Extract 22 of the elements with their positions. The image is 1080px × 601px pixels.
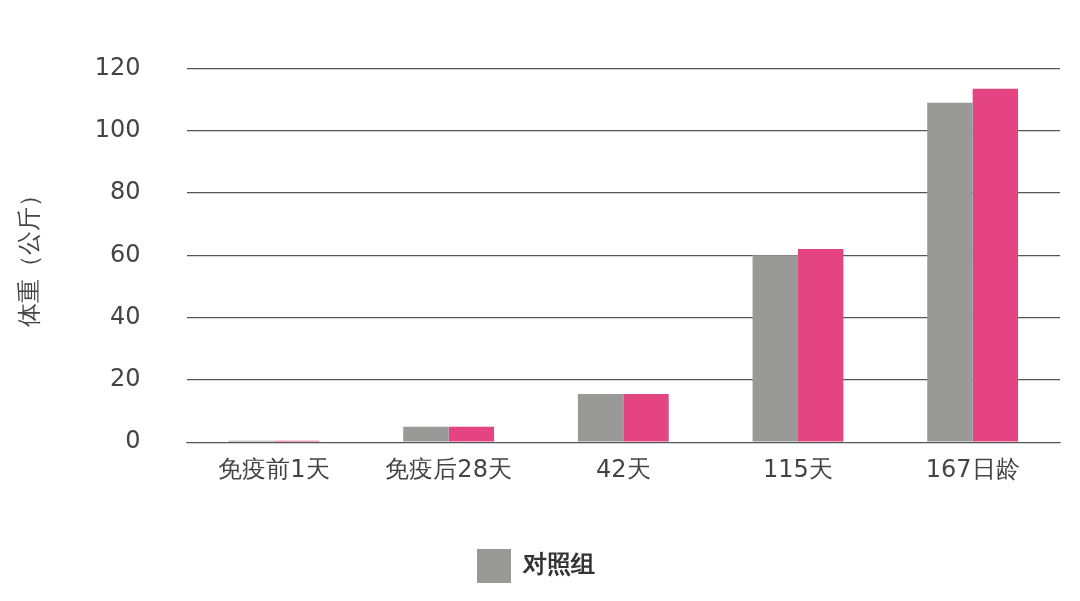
x-tick-label: 115天 bbox=[763, 454, 833, 483]
bar bbox=[797, 249, 844, 442]
legend-label: 对照组 bbox=[522, 550, 595, 579]
y-tick-label: 60 bbox=[110, 239, 141, 268]
bar bbox=[752, 255, 798, 442]
y-axis-title: 体重（公斤） bbox=[14, 183, 43, 328]
bar bbox=[448, 426, 495, 442]
bar bbox=[623, 393, 669, 442]
y-tick-label: 40 bbox=[110, 301, 141, 330]
y-tick-label: 80 bbox=[110, 177, 141, 206]
x-tick-label: 免疫前1天 bbox=[218, 454, 330, 483]
x-tick-label: 167日龄 bbox=[925, 454, 1020, 483]
bar bbox=[972, 88, 1019, 442]
y-tick-label: 120 bbox=[94, 52, 141, 81]
y-tick-label: 20 bbox=[110, 364, 141, 393]
bar bbox=[927, 102, 973, 442]
x-tick-label: 免疫后28天 bbox=[385, 454, 512, 483]
x-tick-label: 42天 bbox=[596, 454, 651, 483]
bar bbox=[403, 426, 449, 442]
bar bbox=[577, 393, 624, 442]
y-tick-label: 0 bbox=[125, 426, 141, 455]
y-tick-label: 100 bbox=[94, 114, 141, 143]
